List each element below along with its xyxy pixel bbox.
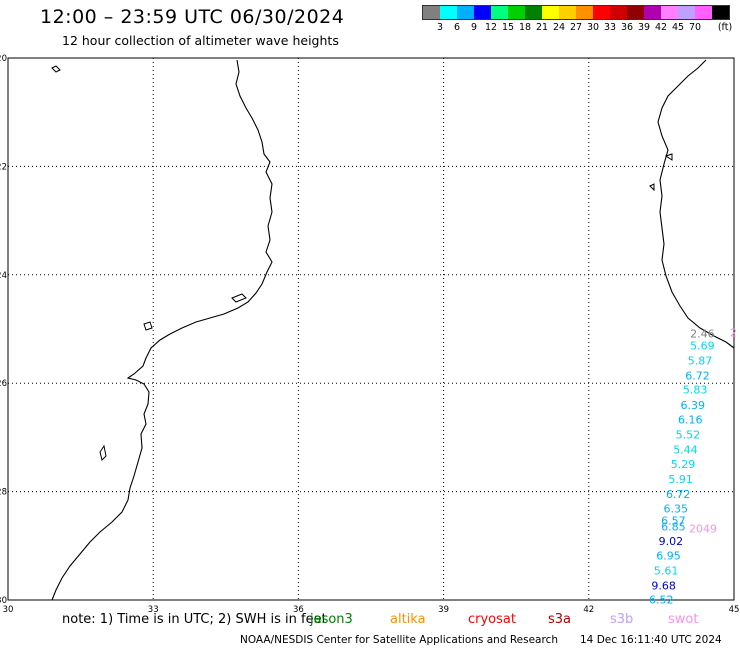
legend-swatch	[542, 6, 559, 19]
lon-tick-label: 33	[148, 605, 159, 615]
legend-label: 70	[688, 22, 702, 33]
swh-value-label: 6.72	[666, 488, 691, 501]
lon-tick-label: 39	[438, 605, 449, 615]
map-title: 12:00 – 23:59 UTC 06/30/2024	[40, 6, 345, 28]
swh-value-label: 2.46	[690, 327, 715, 340]
legend-swatch	[610, 6, 627, 19]
swh-value-label: 5.83	[683, 384, 708, 397]
lat-tick-label: -30	[0, 596, 7, 606]
satellite-label-cryosat: cryosat	[468, 612, 516, 627]
satellite-label-jason3: jason3	[310, 612, 353, 627]
credit-text: NOAA/NESDIS Center for Satellite Applica…	[240, 634, 558, 646]
lat-tick-label: -24	[0, 271, 7, 281]
legend-swatch	[712, 6, 729, 19]
swh-value-label: 6.16	[678, 414, 703, 427]
swh-value-label: 2049	[689, 522, 717, 535]
swh-value-label: 6.57	[661, 514, 686, 527]
swh-value-label: 5.87	[688, 354, 713, 367]
generated-timestamp: 14 Dec 16:11:40 UTC 2024	[580, 634, 722, 646]
swh-value-label: 6.35	[664, 502, 689, 515]
legend-swatch	[661, 6, 678, 19]
swh-value-label: 6.95	[656, 550, 681, 563]
legend-label: 30	[586, 22, 600, 33]
swh-value-label: 9.02	[659, 535, 684, 548]
color-legend: 3 6 9 12 15 18 21 24 27 30 33 36 39 42 45 70 (ft)	[422, 5, 733, 34]
swh-value-label: 6.39	[680, 399, 705, 412]
swh-value-label: 6.72	[685, 370, 710, 383]
swh-value-label: 6.85	[661, 520, 686, 533]
lon-tick-label: 45	[729, 605, 740, 615]
swh-value-label: 5.69	[690, 339, 715, 352]
legend-swatches	[422, 5, 730, 20]
map-frame	[7, 57, 735, 601]
legend-unit: (ft)	[717, 22, 733, 33]
legend-swatch	[678, 6, 695, 19]
swh-value-label: 5.29	[671, 458, 696, 471]
swh-value-label: 5.61	[654, 565, 679, 578]
legend-label: 3	[436, 22, 444, 33]
legend-label: 39	[637, 22, 651, 33]
legend-swatch	[457, 6, 474, 19]
swh-value-label: 5.44	[673, 443, 698, 456]
legend-label: 45	[671, 22, 685, 33]
legend-label: 24	[552, 22, 566, 33]
map-subtitle: 12 hour collection of altimeter wave hei…	[62, 33, 339, 48]
legend-swatch	[559, 6, 576, 19]
swh-value-label: 6.52	[649, 593, 674, 606]
satellite-label-swot: swot	[668, 612, 699, 627]
lat-tick-label: -20	[0, 54, 7, 64]
legend-label: 27	[569, 22, 583, 33]
legend-swatch	[474, 6, 491, 19]
footnote: note: 1) Time is in UTC; 2) SWH is in fe…	[62, 612, 327, 627]
legend-labels: 3 6 9 12 15 18 21 24 27 30 33 36 39 42 45 70 (ft)	[422, 20, 733, 34]
satellite-label-altika: altika	[390, 612, 426, 627]
legend-swatch	[525, 6, 542, 19]
legend-swatch	[423, 6, 440, 19]
swh-value-label: 9.68	[651, 579, 676, 592]
lat-lon-grid	[7, 57, 735, 601]
swh-measurements: 2.465.695.876.725.836.396.165.525.445.29…	[649, 326, 737, 606]
legend-label: 36	[620, 22, 634, 33]
swh-value-label: 5.91	[668, 473, 693, 486]
legend-label: 33	[603, 22, 617, 33]
legend-label: 42	[654, 22, 668, 33]
legend-swatch	[508, 6, 525, 19]
satellite-label-s3a: s3a	[548, 612, 572, 627]
lat-tick-label: -22	[0, 162, 7, 172]
legend-swatch	[695, 6, 712, 19]
swh-value-label: 5.52	[676, 429, 701, 442]
legend-swatch	[627, 6, 644, 19]
lon-tick-label: 42	[583, 605, 594, 615]
legend-label: 15	[501, 22, 515, 33]
small-islands	[51, 65, 673, 461]
legend-swatch	[440, 6, 457, 19]
lat-tick-label: -28	[0, 488, 7, 498]
lon-tick-label: 36	[293, 605, 304, 615]
legend-label: 9	[470, 22, 478, 33]
legend-swatch	[644, 6, 661, 19]
coastline-madagascar	[657, 59, 735, 349]
legend-swatch	[593, 6, 610, 19]
legend-swatch	[491, 6, 508, 19]
legend-label: 18	[518, 22, 532, 33]
axis-ticks: 30 33 36 39 42 45 -20 -22 -24 -26 -28 -30	[0, 54, 739, 615]
legend-label: 6	[453, 22, 461, 33]
coastline-africa	[51, 59, 273, 601]
lat-tick-label: -26	[0, 379, 7, 389]
legend-label: 12	[484, 22, 498, 33]
lon-tick-label: 30	[3, 605, 14, 615]
satellite-label-s3b: s3b	[610, 612, 634, 627]
legend-swatch	[576, 6, 593, 19]
swh-value-label: 2	[730, 326, 737, 339]
legend-label: 21	[535, 22, 549, 33]
